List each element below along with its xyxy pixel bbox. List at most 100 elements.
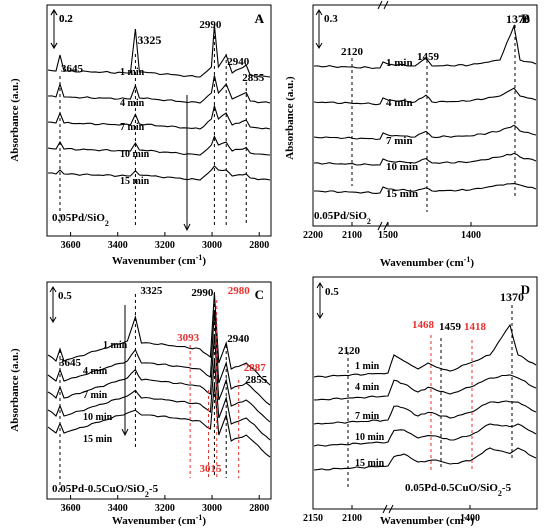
panel-c-series-label-2: 7 min [83,390,108,401]
panel-a-scale-bar-label: 0.2 [59,13,73,25]
panel-c-peak-2887: 2887 [244,362,267,374]
panel-a-series-label-3: 10 min [120,149,150,160]
panel-a-xlabel: Wavenumber (cm-1) [112,253,207,268]
panel-a-scale-bar-arrow-top [50,9,58,16]
panel-a-frame [46,4,272,237]
panel-c-scale-bar-arrow-bottom [49,316,57,323]
panel-b-frame [312,4,538,227]
panel-b-sample: 0.05Pd/SiO2 [314,210,371,226]
panel-a-tick-label-3600: 3600 [61,240,81,251]
panel-c-ylabel: Absorbance (a.u.) [9,348,21,432]
panel-d-peak-1468: 1468 [412,319,435,331]
panel-b-trace-4 [314,183,537,194]
panel-d-series-label-1: 4 min [355,382,380,393]
panel-a-peak-2855: 2855 [242,72,265,84]
panel-b-tick-label-1500: 1500 [378,230,398,241]
panel-b-break-bottom [377,221,389,231]
panel-c-trace-2 [47,334,271,423]
panel-a-trace-1 [47,75,271,104]
panel-c-peak-3093: 3093 [177,332,200,344]
panel-d-trace-0 [313,323,537,378]
panel-c-scale-bar-arrow-top [49,286,57,293]
panel-b-tick-label-1400: 1400 [461,230,481,241]
panel-b-peak-1370: 1370 [506,12,530,26]
panel-b-peak-2120: 2120 [341,46,364,58]
panel-b-ylabel: Absorbance (a.u.) [284,76,296,160]
panel-c-series-label-4: 15 min [83,434,113,445]
panel-c-series-label-3: 10 min [83,412,113,423]
panel-b-series-label-3: 10 min [386,161,418,173]
panel-d-tick-label-1400: 1400 [460,513,480,524]
panel-c-tick-label-3600: 3600 [61,503,81,514]
panel-a-peak-2990: 2990 [199,19,222,31]
panel-b-scale-bar-arrow-top [315,9,323,16]
panel-c-trace-1 [47,310,271,406]
panel-d-scale-bar-arrow-bottom [316,312,324,319]
panel-b-peak-1459: 1459 [417,51,440,63]
panel-a-tick-label-2800: 2800 [249,240,269,251]
panel-c-time-arrow-head [121,428,129,437]
panel-d-trace-2 [313,400,537,425]
panel-b-series-label-1: 4 min [386,97,413,109]
panel-a-trace-0 [47,24,271,78]
panel-b-series-label-2: 7 min [386,135,413,147]
panel-b-trace-2 [313,124,537,141]
panel-b-series-label-0: 1 min [386,57,413,69]
panel-d-series-label-4: 15 min [355,458,385,469]
panel-c-frame [46,281,272,500]
panel-d-series-label-0: 1 min [355,361,380,372]
panel-c-tick-label-3400: 3400 [108,503,128,514]
panel-b-scale-bar-label: 0.3 [324,13,338,25]
panel-b-xlabel: Wavenumber (cm-1) [380,255,475,270]
panel-d-trace-1 [313,374,537,401]
panel-d-series-label-3: 10 min [355,432,385,443]
panel-d-scale-bar-arrow-top [316,282,324,289]
panel-c-peak-3645: 3645 [59,357,82,369]
panel-a-time-arrow-head [183,223,191,232]
panel-b-tick-label-2100: 2100 [342,230,362,241]
panel-c-xlabel: Wavenumber (cm-1) [112,513,207,528]
panel-d-peak-1370: 1370 [500,290,524,304]
panel-c-tick-label-3200: 3200 [155,503,175,514]
panel-d-peak-1418: 1418 [464,321,487,333]
panel-a-letter: A [255,11,265,26]
panel-b-break-top [377,0,389,10]
panel-b-series-label-4: 15 min [386,188,418,200]
panel-a-peak-3325: 3325 [137,33,161,47]
panel-d-peak-2120: 2120 [338,345,361,357]
panel-a-peak-3645: 3645 [61,63,84,75]
panel-c-peak-2940: 2940 [227,333,250,345]
panel-b-scale-bar-arrow-bottom [315,42,323,49]
panel-c-trace-3 [47,359,271,441]
panel-c-series-label-0: 1 min [103,340,128,351]
panel-b-trace-1 [313,87,537,106]
panel-a-peak-2940: 2940 [227,56,250,68]
panel-c-peak-2990: 2990 [191,287,214,299]
panel-a-trace-2 [47,103,271,130]
panel-d-scale-bar-label: 0.5 [325,286,339,298]
panel-a-scale-bar-arrow-bottom [50,42,58,49]
panel-c-trace-4 [47,383,271,458]
panel-d-series-label-2: 7 min [355,411,380,422]
panel-a-sample: 0.05Pd/SiO2 [52,212,109,228]
panel-d-trace-4 [313,447,537,471]
panel-d-sample: 0.05Pd-0.5CuO/SiO2-5 [405,482,512,498]
panel-c-scale-bar-label: 0.5 [58,290,72,302]
panel-d-break-bottom [382,504,394,514]
panel-c-peak-2855: 2855 [245,374,268,386]
panel-c-peak-3325: 3325 [140,285,163,297]
panel-a-series-label-0: 1 min [120,67,145,78]
panel-a-series-label-2: 7 min [120,122,145,133]
panel-b-tick-label-2200: 2200 [303,230,323,241]
panel-d-tick-label-2100: 2100 [342,513,362,524]
panel-a-letter: A [255,11,265,26]
panel-c-series-label-1: 4 min [83,366,108,377]
panel-b-trace-3 [313,152,537,166]
panel-c-peak-3015: 3015 [200,463,223,475]
panel-a-ylabel: Absorbance (a.u.) [9,78,21,162]
panel-d-trace-3 [313,423,537,447]
panel-c-letter: C [255,287,264,302]
panel-a-series-label-1: 4 min [120,98,145,109]
